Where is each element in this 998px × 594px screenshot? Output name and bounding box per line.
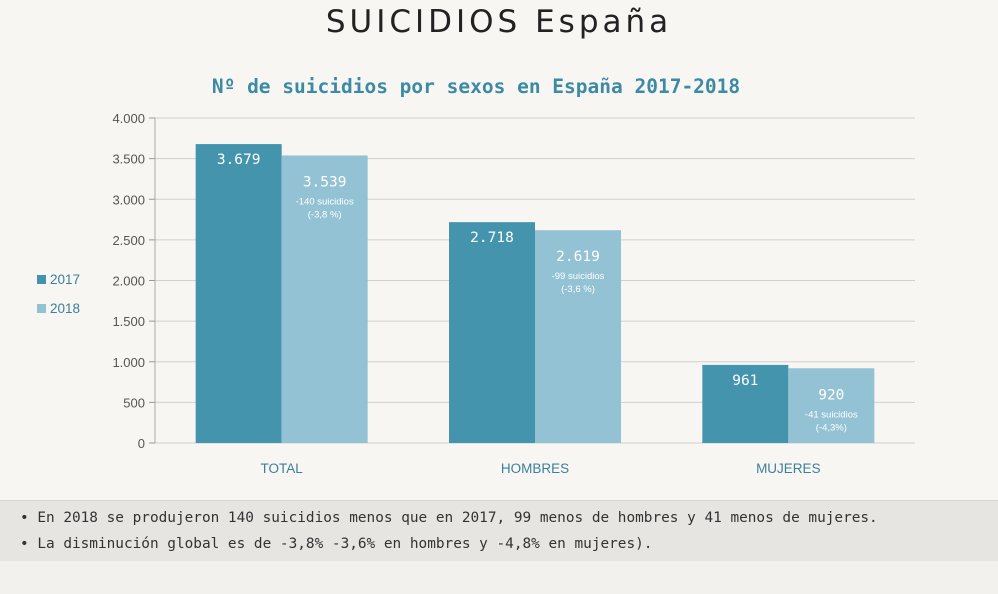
data-label: 920 (818, 387, 844, 403)
y-tick-label: 3.500 (112, 152, 145, 167)
bar-2018-mujeres (788, 368, 875, 443)
annotation-line-2: (-4,3%) (816, 422, 847, 433)
legend-swatch-2018 (37, 304, 46, 313)
y-tick-label: 2.000 (112, 274, 145, 289)
y-tick-label: 0 (138, 436, 145, 451)
bar-2018-hombres (535, 230, 621, 443)
annotation-line-1: -99 suicidios (552, 271, 605, 282)
data-label: 2.718 (470, 230, 514, 246)
y-tick-label: 500 (123, 395, 145, 410)
bar-chart: Nº de suicidios por sexos en España 2017… (37, 75, 915, 476)
bar-2017-total (195, 144, 282, 444)
legend-label: 2017 (50, 272, 80, 287)
data-label: 3.679 (217, 152, 261, 168)
legend-swatch-2017 (37, 275, 46, 284)
data-label: 2.619 (556, 249, 600, 265)
category-label: MUJERES (756, 461, 821, 476)
annotation-line-2: (-3,8 %) (308, 209, 342, 220)
annotation-line-2: (-3,6 %) (561, 284, 595, 295)
chart-title: Nº de suicidios por sexos en España 2017… (212, 75, 740, 98)
note-line-2: • La disminución global es de -3,8% -3,6… (20, 536, 653, 552)
legend-label: 2018 (50, 301, 80, 316)
note-line-1: • En 2018 se produjeron 140 suicidios me… (20, 510, 878, 526)
notes-panel: • En 2018 se produjeron 140 suicidios me… (0, 500, 998, 561)
bottom-strip (0, 561, 998, 594)
y-tick-label: 3.000 (112, 192, 145, 207)
data-label: 961 (732, 373, 758, 389)
page-title: SUICIDIOS España (325, 4, 673, 40)
annotation-line-1: -140 suicidios (296, 196, 354, 207)
bar-2017-hombres (449, 222, 535, 443)
y-tick-label: 4.000 (112, 111, 145, 126)
data-label: 3.539 (303, 174, 347, 190)
y-tick-label: 1.500 (112, 314, 145, 329)
annotation-line-1: -41 suicidios (805, 409, 858, 420)
category-label: HOMBRES (501, 461, 569, 476)
category-label: TOTAL (261, 461, 304, 476)
bar-2018-total (281, 155, 368, 444)
y-tick-label: 1.000 (112, 355, 145, 370)
y-tick-label: 2.500 (112, 233, 145, 248)
bar-2017-mujeres (702, 364, 789, 443)
